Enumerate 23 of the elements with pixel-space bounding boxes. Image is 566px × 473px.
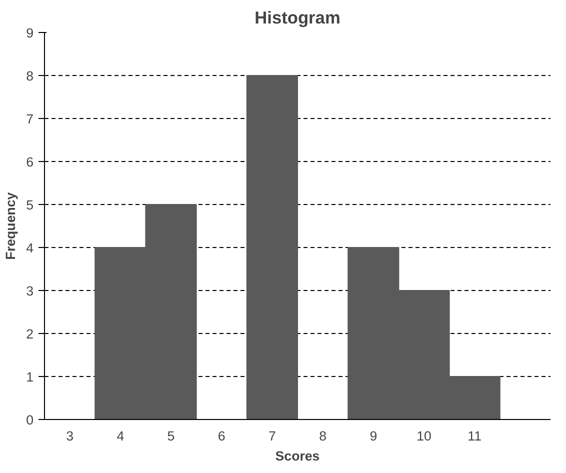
- y-tick-label: 9: [26, 26, 34, 40]
- x-tick-label: 4: [116, 428, 125, 444]
- y-tick-label: 2: [26, 326, 34, 342]
- y-tick-label: 7: [26, 112, 34, 126]
- x-tick-label: 9: [370, 428, 378, 444]
- x-tick-label: 10: [416, 428, 432, 444]
- x-tick-label: 5: [167, 428, 175, 444]
- x-tick-label: 11: [468, 428, 482, 444]
- y-tick-label: 0: [26, 412, 34, 428]
- chart-title: Histogram: [254, 8, 340, 28]
- x-tick-label: 6: [218, 428, 226, 444]
- y-tick-label: 3: [26, 284, 34, 298]
- x-tick-label: 3: [66, 428, 74, 444]
- x-tick-label: 8: [319, 428, 327, 444]
- y-tick-label: 5: [26, 198, 34, 212]
- x-tick-label: 7: [268, 428, 276, 444]
- y-tick-label: 1: [26, 370, 34, 384]
- y-axis-title: Frequency: [3, 192, 18, 260]
- x-axis-title: Scores: [275, 448, 320, 464]
- y-tick-label: 4: [26, 240, 34, 256]
- y-tick-label: 6: [26, 154, 34, 170]
- bar: [246, 75, 298, 420]
- y-tick-label: 8: [26, 68, 34, 84]
